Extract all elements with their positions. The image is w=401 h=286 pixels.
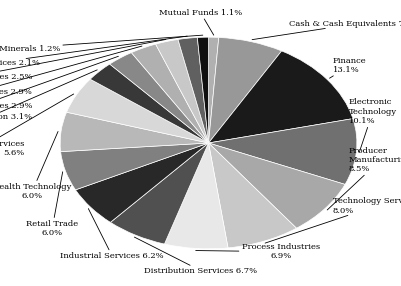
Text: Transportation 3.1%: Transportation 3.1% [0,70,97,121]
Wedge shape [67,79,209,143]
Wedge shape [61,143,209,190]
Wedge shape [209,37,282,143]
Text: Commercial Services
5.6%: Commercial Services 5.6% [0,94,74,157]
Wedge shape [209,37,219,143]
Wedge shape [60,112,209,152]
Text: Consumer Services 2.9%: Consumer Services 2.9% [0,56,118,110]
Wedge shape [90,64,209,143]
Wedge shape [164,143,228,249]
Wedge shape [156,39,209,143]
Wedge shape [132,44,209,143]
Wedge shape [178,37,209,143]
Wedge shape [110,53,209,143]
Wedge shape [209,143,345,228]
Text: Energy Minerals 1.2%: Energy Minerals 1.2% [0,35,203,53]
Text: Health Services 2.1%: Health Services 2.1% [0,36,187,67]
Wedge shape [209,143,296,248]
Text: Finance
13.1%: Finance 13.1% [330,57,367,78]
Text: Health Technology
6.0%: Health Technology 6.0% [0,132,72,200]
Text: Electronic
Technology
10.1%: Electronic Technology 10.1% [349,98,397,152]
Text: Process Industries
6.9%: Process Industries 6.9% [196,243,320,260]
Wedge shape [209,51,353,143]
Wedge shape [209,119,357,184]
Text: Technology Services
8.0%: Technology Services 8.0% [265,197,401,243]
Wedge shape [197,37,209,143]
Text: Retail Trade
6.0%: Retail Trade 6.0% [26,172,78,237]
Text: Consumer Non-Durables 2.5%: Consumer Non-Durables 2.5% [0,39,166,81]
Text: Consumer Durables 2.9%: Consumer Durables 2.9% [0,46,142,96]
Text: Cash & Cash Equivalents 7.1%: Cash & Cash Equivalents 7.1% [252,20,401,40]
Text: Industrial Services 6.2%: Industrial Services 6.2% [61,208,164,260]
Wedge shape [75,143,209,223]
Wedge shape [110,143,209,244]
Text: Producer
Manufacturing
8.5%: Producer Manufacturing 8.5% [327,147,401,210]
Text: Distribution Services 6.7%: Distribution Services 6.7% [134,237,257,275]
Text: Mutual Funds 1.1%: Mutual Funds 1.1% [159,9,242,35]
